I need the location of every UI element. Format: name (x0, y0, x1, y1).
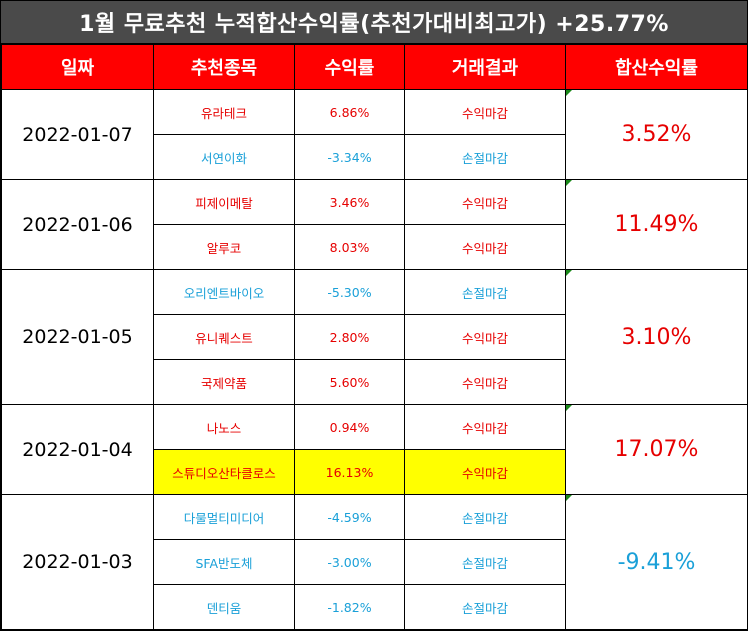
result-cell: 수익마감 (404, 89, 566, 135)
header-stock: 추천종목 (153, 44, 295, 90)
total-return-value: 3.52% (621, 122, 692, 147)
return-cell: -3.00% (294, 539, 405, 585)
return-cell: -5.30% (294, 269, 405, 315)
return-cell: 8.03% (294, 224, 405, 270)
stock-cell: SFA반도체 (153, 539, 295, 585)
stock-cell: 유니퀘스트 (153, 314, 295, 360)
table-row: 덴티움 -1.82% 손절마감 (2, 584, 748, 630)
stock-cell: 유라테크 (153, 89, 295, 135)
result-cell: 손절마감 (404, 269, 566, 315)
total-return-cell: 3.52% (565, 89, 748, 180)
result-cell: 수익마감 (404, 359, 566, 405)
comment-marker-icon (566, 405, 572, 411)
header-date: 일짜 (1, 44, 154, 90)
date-cell: 2022-01-07 (1, 89, 154, 180)
comment-marker-icon (566, 90, 572, 96)
total-return-value: 3.10% (621, 324, 692, 350)
result-cell: 수익마감 (404, 449, 566, 495)
return-cell: 16.13% (294, 449, 405, 495)
total-return-cell: -9.41% (565, 494, 748, 630)
header-result: 거래결과 (404, 44, 566, 90)
return-cell: -1.82% (294, 584, 405, 630)
result-cell: 손절마감 (404, 539, 566, 585)
table-row: 2022-01-06 피제이메탈 3.46% 수익마감 11.49% (1, 179, 748, 270)
table-row: 스튜디오산타클로스 16.13% 수익마감 (2, 449, 748, 495)
return-cell: -3.34% (294, 134, 405, 180)
page-title: 1월 무료추천 누적합산수익률(추천가대비최고가) +25.77% (1, 1, 747, 44)
table-row: 2022-01-07 유라테크 6.86% 수익마감 3.52% (1, 89, 748, 180)
table-row: SFA반도체 -3.00% 손절마감 (2, 539, 748, 585)
comment-marker-icon (566, 270, 572, 276)
result-cell: 수익마감 (404, 404, 566, 450)
stock-cell: 알루코 (153, 224, 295, 270)
table-row: 유니퀘스트 2.80% 수익마감 (2, 314, 748, 360)
stock-cell: 나노스 (153, 404, 295, 450)
total-return-cell: 17.07% (565, 404, 748, 495)
return-cell: 6.86% (294, 89, 405, 135)
return-cell: 2.80% (294, 314, 405, 360)
result-cell: 손절마감 (404, 494, 566, 540)
return-cell: 5.60% (294, 359, 405, 405)
total-return-cell: 3.10% (565, 269, 748, 405)
stock-cell: 국제약품 (153, 359, 295, 405)
results-table: 일짜 추천종목 수익률 거래결과 합산수익률 2022-01-07 유라테크 6.8… (1, 44, 748, 630)
result-cell: 수익마감 (404, 224, 566, 270)
result-cell: 수익마감 (404, 314, 566, 360)
stock-cell: 다물멀티미디어 (153, 494, 295, 540)
total-return-value: 11.49% (614, 212, 699, 237)
table-row: 알루코 8.03% 수익마감 (2, 224, 748, 270)
stock-cell: 서연이화 (153, 134, 295, 180)
header-return: 수익률 (294, 44, 405, 90)
total-return-cell: 11.49% (565, 179, 748, 270)
return-cell: 3.46% (294, 179, 405, 225)
date-cell: 2022-01-03 (1, 494, 154, 630)
return-cell: 0.94% (294, 404, 405, 450)
date-cell: 2022-01-04 (1, 404, 154, 495)
table-row: 국제약품 5.60% 수익마감 (2, 359, 748, 405)
stock-cell: 피제이메탈 (153, 179, 295, 225)
result-cell: 수익마감 (404, 179, 566, 225)
return-cell: -4.59% (294, 494, 405, 540)
results-body: 2022-01-07 유라테크 6.86% 수익마감 3.52% 서연이화 -3.34% 손절… (1, 89, 748, 630)
header-total: 합산수익률 (565, 44, 748, 90)
comment-marker-icon (566, 180, 572, 186)
date-cell: 2022-01-05 (1, 269, 154, 405)
total-return-value: -9.41% (617, 549, 696, 575)
table-row: 2022-01-03 다물멀티미디어 -4.59% 손절마감 -9.41% (1, 494, 748, 630)
comment-marker-icon (566, 495, 572, 501)
table-row: 2022-01-04 나노스 0.94% 수익마감 17.07% (1, 404, 748, 495)
stock-cell: 오리엔트바이오 (153, 269, 295, 315)
stock-cell: 덴티움 (153, 584, 295, 630)
stock-cell: 스튜디오산타클로스 (153, 449, 295, 495)
total-return-value: 17.07% (614, 437, 699, 462)
result-cell: 손절마감 (404, 584, 566, 630)
table-row: 2022-01-05 오리엔트바이오 -5.30% 손절마감 3.10% (1, 269, 748, 405)
result-cell: 손절마감 (404, 134, 566, 180)
date-cell: 2022-01-06 (1, 179, 154, 270)
header-row: 일짜 추천종목 수익률 거래결과 합산수익률 (1, 44, 748, 90)
